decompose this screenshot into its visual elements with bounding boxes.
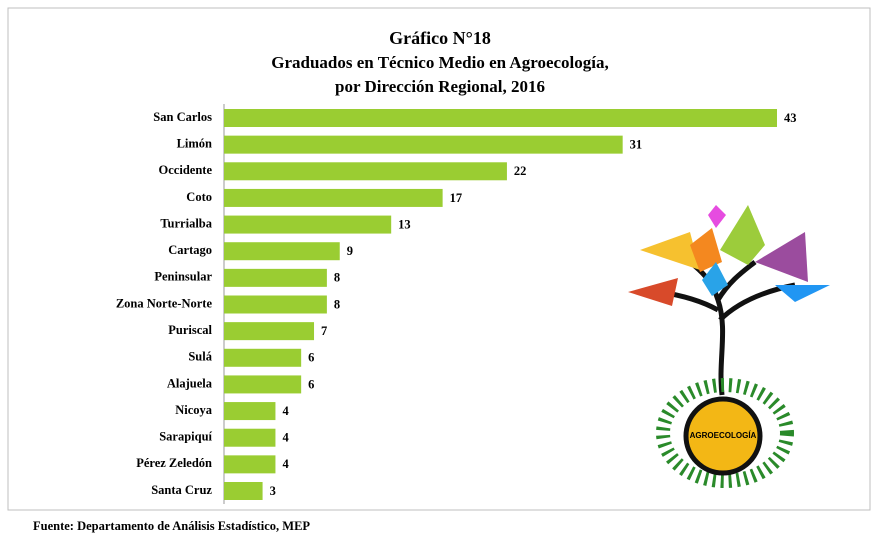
bar	[224, 109, 777, 127]
category-label: Zona Norte-Norte	[116, 296, 213, 310]
bar	[224, 322, 314, 340]
category-label: Turrialba	[160, 216, 212, 230]
page: {"chart_data": {"type": "bar", "orientat…	[0, 0, 881, 535]
value-label: 31	[630, 138, 643, 152]
bar	[224, 189, 443, 207]
category-label: Coto	[186, 190, 212, 204]
value-label: 4	[282, 457, 289, 471]
value-label: 3	[270, 484, 276, 498]
source-note: Fuente: Departamento de Análisis Estadís…	[33, 519, 310, 533]
value-label: 9	[347, 244, 353, 258]
value-label: 13	[398, 217, 411, 231]
chart-title: Gráfico N°18	[389, 28, 491, 48]
chart: Gráfico N°18 Graduados en Técnico Medio …	[0, 0, 881, 535]
category-label: San Carlos	[153, 110, 212, 124]
category-label: Limón	[177, 137, 212, 151]
bar	[224, 455, 275, 473]
chart-subtitle: por Dirección Regional, 2016	[335, 77, 545, 96]
bar	[224, 429, 275, 447]
category-label: Sarapiquí	[159, 430, 212, 444]
bar	[224, 402, 275, 420]
chart-subtitle: Graduados en Técnico Medio en Agroecolog…	[271, 53, 608, 72]
category-label: Sulá	[188, 350, 212, 364]
value-label: 17	[450, 191, 463, 205]
value-label: 43	[784, 111, 797, 125]
value-label: 22	[514, 164, 527, 178]
value-label: 6	[308, 351, 314, 365]
category-label: Occidente	[159, 163, 213, 177]
value-label: 8	[334, 297, 340, 311]
logo-text: AGROECOLOGÍA	[690, 431, 757, 440]
category-label: Nicoya	[175, 403, 213, 417]
value-label: 8	[334, 271, 340, 285]
value-label: 7	[321, 324, 327, 338]
bar	[224, 242, 340, 260]
bar	[224, 216, 391, 234]
bar	[224, 375, 301, 393]
value-label: 6	[308, 377, 314, 391]
category-label: Puriscal	[168, 323, 212, 337]
category-label: Peninsular	[154, 270, 212, 284]
value-label: 4	[282, 404, 289, 418]
bar	[224, 269, 327, 287]
category-label: Santa Cruz	[151, 483, 212, 497]
bar	[224, 349, 301, 367]
bar	[224, 136, 623, 154]
category-label: Alajuela	[167, 376, 213, 390]
bar	[224, 162, 507, 180]
bar	[224, 482, 263, 500]
bar	[224, 296, 327, 314]
category-label: Cartago	[168, 243, 212, 257]
category-label: Pérez Zeledón	[136, 456, 212, 470]
value-label: 4	[282, 431, 289, 445]
